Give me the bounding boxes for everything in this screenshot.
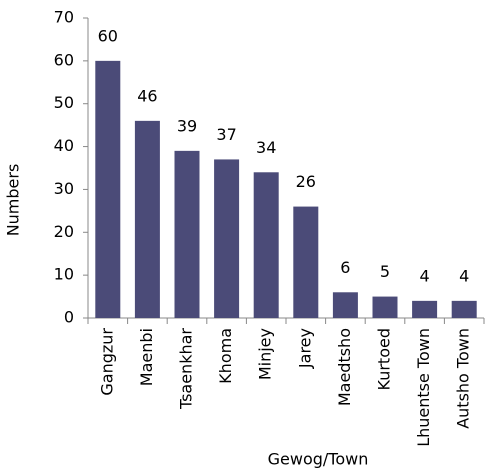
y-tick-label: 0 <box>64 308 74 327</box>
data-label: 26 <box>296 172 316 191</box>
x-tick-label: Khoma <box>216 328 235 384</box>
x-axis-label: Gewog/Town <box>268 450 369 469</box>
y-tick-label: 60 <box>54 50 74 69</box>
x-tick-label: Tsaenkhar <box>177 328 196 410</box>
y-tick-label: 30 <box>54 179 74 198</box>
y-tick-label: 40 <box>54 136 74 155</box>
bar <box>451 300 477 318</box>
x-tick-label: Kurtoed <box>375 328 394 390</box>
x-tick-label: Maenbi <box>137 328 156 386</box>
y-tick-label: 20 <box>54 222 74 241</box>
y-tick-label: 70 <box>54 8 74 27</box>
data-label: 4 <box>459 266 469 285</box>
x-tick-label: Autsho Town <box>454 328 473 429</box>
x-tick-label: Maedtsho <box>335 328 354 406</box>
y-tick-label: 10 <box>54 265 74 284</box>
x-tick-label: Jarey <box>295 328 314 369</box>
x-tick-label: Minjey <box>256 328 275 380</box>
bar <box>372 296 398 318</box>
data-label: 5 <box>380 262 390 281</box>
bar <box>332 292 358 318</box>
bar <box>293 206 319 318</box>
data-label: 4 <box>420 266 430 285</box>
data-label: 37 <box>216 125 236 144</box>
bar <box>134 120 160 318</box>
data-label: 34 <box>256 138 276 157</box>
data-label: 6 <box>340 258 350 277</box>
bar <box>95 60 121 318</box>
y-axis-label: Numbers <box>4 164 23 237</box>
bar <box>253 172 279 318</box>
bar <box>174 150 200 318</box>
data-label: 46 <box>137 86 157 105</box>
data-label: 60 <box>98 26 118 45</box>
bar <box>412 300 438 318</box>
x-tick-label: Lhuentse Town <box>414 328 433 447</box>
y-tick-label: 50 <box>54 93 74 112</box>
x-tick-label: Gangzur <box>97 328 116 396</box>
bar <box>214 159 240 318</box>
data-label: 39 <box>177 116 197 135</box>
